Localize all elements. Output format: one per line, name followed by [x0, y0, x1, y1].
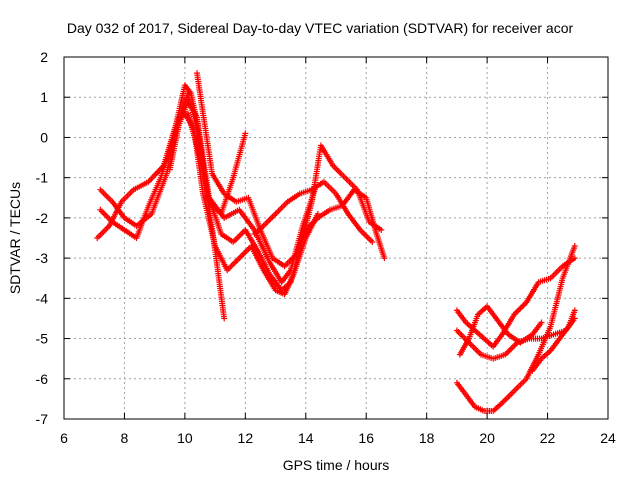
series-arc7 — [251, 178, 376, 245]
x-tick-label: 6 — [60, 430, 68, 446]
y-tick-label: 1 — [40, 89, 48, 105]
y-tick-label: -4 — [36, 290, 49, 306]
x-tick-label: 12 — [238, 430, 254, 446]
plot-frame — [63, 56, 609, 420]
grid-lines — [64, 57, 608, 419]
y-tick-label: -5 — [36, 331, 49, 347]
y-tick-label: -6 — [36, 371, 49, 387]
series-arc12 — [529, 307, 578, 374]
axis-ticks — [63, 56, 609, 420]
chart-title: Day 032 of 2017, Sidereal Day-to-day VTE… — [67, 20, 574, 36]
x-tick-label: 20 — [479, 430, 495, 446]
x-tick-labels: 6 8 10 12 14 16 18 20 22 24 — [60, 430, 616, 446]
x-tick-label: 18 — [419, 430, 435, 446]
data-series — [94, 70, 578, 414]
x-tick-label: 24 — [600, 430, 616, 446]
series-arc11 — [456, 303, 545, 358]
series-arc5 — [181, 110, 321, 298]
series-arc6 — [194, 70, 388, 270]
y-axis-label: SDTVAR / TECUs — [7, 182, 23, 294]
x-tick-label: 16 — [358, 430, 374, 446]
x-tick-label: 14 — [298, 430, 314, 446]
y-tick-label: -3 — [36, 250, 49, 266]
y-tick-label: 2 — [40, 49, 48, 65]
x-tick-label: 8 — [121, 430, 129, 446]
y-tick-labels: -7 -6 -5 -4 -3 -2 -1 0 1 2 — [36, 49, 49, 427]
y-tick-label: -1 — [36, 170, 49, 186]
y-tick-label: -7 — [36, 411, 49, 427]
y-tick-label: 0 — [40, 129, 48, 145]
y-tick-label: -2 — [36, 210, 49, 226]
series-arc10 — [453, 255, 578, 350]
series-arc8 — [453, 243, 578, 414]
x-tick-label: 10 — [177, 430, 193, 446]
x-tick-label: 22 — [540, 430, 556, 446]
x-axis-label: GPS time / hours — [283, 457, 390, 473]
